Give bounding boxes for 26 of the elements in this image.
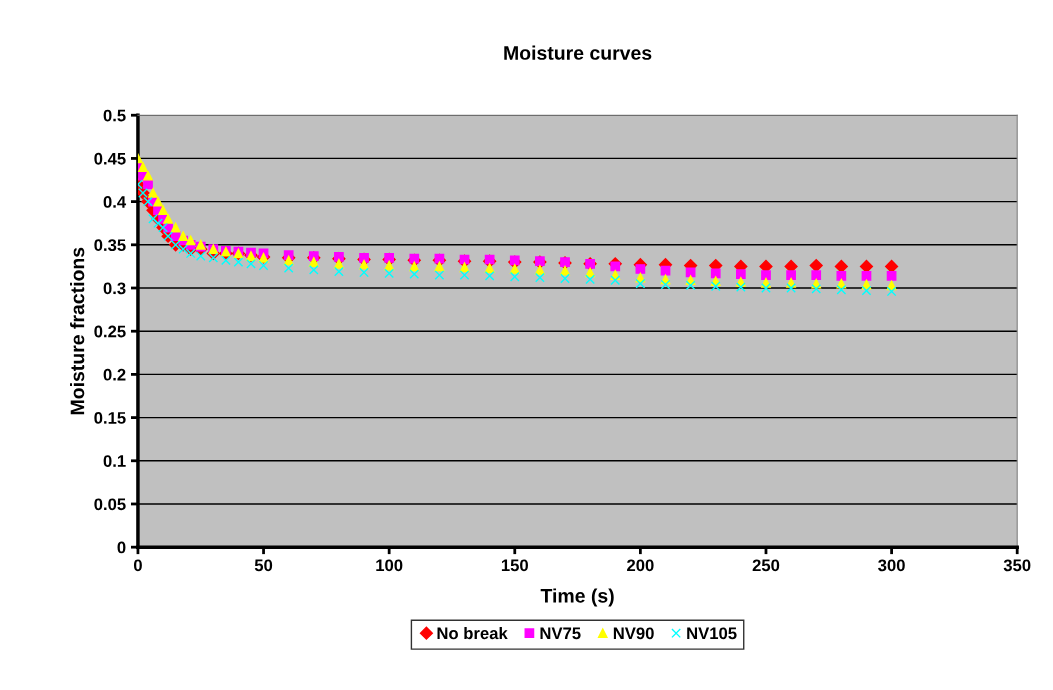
x-tick-label: 300 xyxy=(878,559,905,572)
x-tick-label: 200 xyxy=(627,559,654,572)
y-tick-label: 0 xyxy=(117,541,126,554)
y-tick-label: 0.1 xyxy=(103,455,126,467)
y-tick-label: 0.05 xyxy=(94,498,126,511)
legend-label: No break xyxy=(437,626,508,640)
x-tick-label: 0 xyxy=(133,559,142,572)
y-tick-label: 0.5 xyxy=(103,109,126,122)
x-tick-label: 100 xyxy=(376,559,403,572)
y-tick-label: 0.4 xyxy=(103,196,127,208)
x-tick-label: 150 xyxy=(501,559,528,572)
y-axis-title: Moisture fractions xyxy=(70,247,85,415)
legend-label: NV75 xyxy=(540,627,581,640)
y-tick-label: 0.35 xyxy=(94,239,126,252)
legend-label: NV90 xyxy=(613,627,654,640)
chart-title: Moisture curves xyxy=(504,45,652,60)
y-tick-label: 0.15 xyxy=(94,411,126,424)
x-tick-label: 50 xyxy=(254,559,273,572)
x-tick-label: 350 xyxy=(1003,559,1031,572)
legend-label: NV105 xyxy=(687,627,737,640)
y-tick-label: 0.45 xyxy=(94,152,126,165)
y-tick-label: 0.3 xyxy=(103,282,126,295)
y-tick-label: 0.2 xyxy=(103,368,126,381)
x-tick-label: 250 xyxy=(752,559,780,572)
x-axis-title: Time (s) xyxy=(540,588,614,607)
y-tick-label: 0.25 xyxy=(94,325,126,338)
